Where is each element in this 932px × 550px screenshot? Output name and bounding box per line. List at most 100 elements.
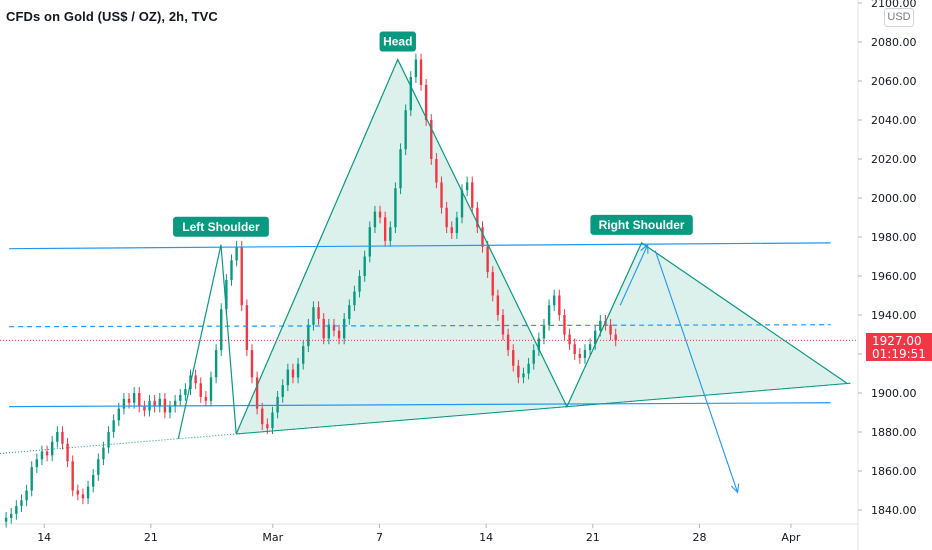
currency-button[interactable]: USD <box>884 8 914 27</box>
neckline <box>236 382 851 435</box>
head-and-shoulders-outline <box>177 58 848 439</box>
candle-body <box>435 159 438 183</box>
resistance-line <box>9 242 831 250</box>
candle-body <box>112 420 115 432</box>
candle-body <box>460 190 464 218</box>
candle-body <box>348 305 351 319</box>
annotation-label-bg <box>590 214 693 235</box>
candle-body <box>245 305 249 351</box>
candle-body <box>342 318 346 339</box>
candle-body <box>220 309 223 351</box>
candle-body <box>568 334 571 345</box>
candle-body <box>10 513 13 518</box>
candle-body <box>445 207 448 228</box>
candle-body <box>450 227 453 234</box>
candle-body <box>204 396 208 401</box>
candle-body <box>138 393 141 407</box>
candle-body <box>76 490 80 495</box>
annotation-label: Left Shoulder <box>182 220 260 234</box>
candle-body <box>66 443 69 462</box>
candle-body <box>465 182 469 191</box>
candle-body <box>15 506 18 514</box>
candle-body <box>353 291 356 306</box>
candle-body <box>25 490 28 501</box>
y-tick-label: 2040.00 <box>871 114 917 127</box>
candle-body <box>107 432 110 448</box>
candle-body <box>225 279 228 310</box>
support-line <box>9 402 831 408</box>
candle-body <box>97 459 100 475</box>
candle-body <box>117 408 120 421</box>
candle-body <box>122 398 126 409</box>
candle-body <box>471 182 474 208</box>
candle-body <box>414 59 418 78</box>
candle-body <box>86 486 90 499</box>
candle-body <box>486 246 489 273</box>
y-tick-label: 2020.00 <box>871 153 917 166</box>
candle-body <box>91 474 95 487</box>
candle-body <box>40 451 44 460</box>
candle-body <box>209 377 213 401</box>
annotation-label-bg <box>173 216 269 237</box>
candle-body <box>102 447 105 460</box>
y-tick-label: 1860.00 <box>871 465 917 478</box>
chart-title: CFDs on Gold (US$ / OZ), 2h, TVC <box>6 9 218 24</box>
candle-body <box>378 211 382 218</box>
candle-body <box>230 260 233 280</box>
y-tick-label: 1880.00 <box>871 426 917 439</box>
candle-body <box>537 338 541 351</box>
candle-body <box>558 295 561 315</box>
candle-body <box>394 188 397 228</box>
candle-body <box>281 385 284 397</box>
annotation-label: Head <box>383 35 412 49</box>
candle-body <box>240 246 243 306</box>
candle-body <box>173 400 177 407</box>
candle-body <box>440 182 443 208</box>
candle-body <box>214 350 218 378</box>
candle-body <box>81 494 85 499</box>
x-tick-label: 28 <box>693 531 707 544</box>
x-tick-label: 14 <box>37 531 51 544</box>
projection-down-arrow <box>654 250 739 493</box>
y-tick-label: 1960.00 <box>871 270 917 283</box>
y-tick-label: 1940.00 <box>871 309 917 322</box>
candle-body <box>532 350 535 364</box>
candle-body <box>266 424 269 429</box>
y-tick-label: 1900.00 <box>871 387 917 400</box>
candle-body <box>563 315 566 335</box>
candle-body <box>153 400 156 407</box>
dashed-level-line <box>9 324 831 328</box>
candle-body <box>168 406 172 413</box>
candle-body <box>143 406 146 411</box>
candle-body <box>501 315 505 335</box>
candle-body <box>496 295 500 315</box>
x-tick-label: 21 <box>586 531 600 544</box>
candle-body <box>527 363 530 374</box>
candle-body <box>573 344 576 354</box>
bar-countdown: 01:19:51 <box>872 347 926 361</box>
candle-body <box>286 369 290 386</box>
candle-body <box>517 365 520 378</box>
x-tick-label: Apr <box>781 531 801 544</box>
annotation-label: Right Shoulder <box>599 218 685 232</box>
last-price-tag: 1927.00 01:19:51 <box>866 333 932 361</box>
candle-body <box>271 412 274 429</box>
candle-body <box>276 396 279 413</box>
candle-body <box>261 408 264 425</box>
candle-body <box>506 334 510 351</box>
candle-body <box>255 377 259 409</box>
candle-body <box>30 467 33 491</box>
candle-body <box>553 295 556 306</box>
candle-body <box>20 500 23 507</box>
projection-up-arrow-head <box>640 243 649 254</box>
candle-body <box>322 318 325 339</box>
y-tick-label: 2000.00 <box>871 192 917 205</box>
x-tick-label: 7 <box>376 531 383 544</box>
candle-body <box>291 369 295 378</box>
candle-body <box>512 350 515 366</box>
candle-body <box>358 276 361 292</box>
candle-body <box>235 246 238 261</box>
annotation-label-bg <box>379 31 416 52</box>
